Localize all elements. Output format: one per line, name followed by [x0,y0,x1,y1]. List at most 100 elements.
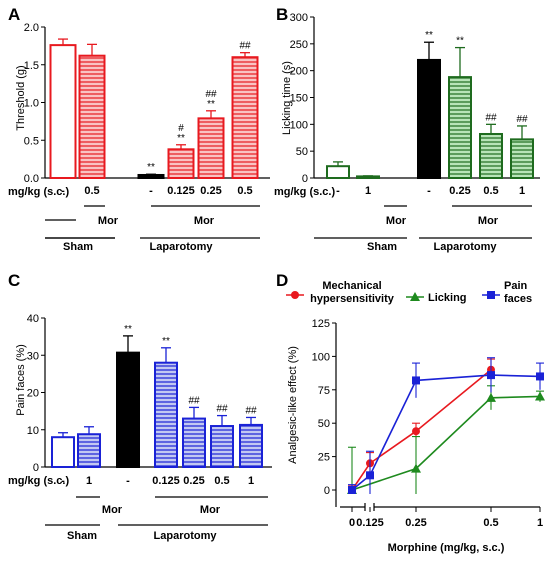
panel-c-dose-tick-label: 0.25 [183,475,204,487]
panel-b-significance-label: ## [485,112,497,123]
panel-c-bar [182,417,206,469]
panel-a-bar [167,148,195,179]
panel-b-dose-tick-label: 1 [519,185,525,197]
panel-d-xtick-label: 0.125 [356,517,384,529]
panel-a-dose-tick-label: 0.5 [237,185,252,197]
panel-b-bar [448,76,472,179]
panel-d-xtick-label: 0 [349,517,355,529]
panel-d-ytick-label: 100 [312,351,330,363]
panel-c-ytick-label: 40 [27,313,39,325]
panel-a-significance-label: ## [239,41,251,52]
panel-b-dose-tick-label: - [336,185,340,197]
panel-a-ytick-label: 1.5 [24,60,39,72]
panel-b-ytick-label: 50 [296,146,308,158]
panel-b-bar [417,58,441,179]
panel-c-mor-short: Mor [102,504,123,516]
panel-c-dose-label: mg/kg (s.c.) [8,475,69,487]
panel-d-ylabel: Analgesic-like effect (%) [287,346,299,464]
panel-a-mor-short: Mor [98,215,119,227]
panel-d-ytick-label: 0 [324,485,330,497]
panel-a-significance-label: # [178,123,184,134]
panel-c-dose-tick-label: 0.5 [214,475,229,487]
panel-b-ytick-label: 250 [290,39,308,51]
panel-b-bar [326,165,350,179]
panel-c-significance-label: ** [124,324,132,335]
panel-c-ytick-label: 20 [27,388,39,400]
panel-d-ytick-label: 25 [318,452,330,464]
panel-a-bar [49,44,77,180]
panel-c-bar [51,436,75,469]
panel-b-dose-tick-label: 1 [365,185,371,197]
panel-b-dose-label: mg/kg (s.c.) [274,186,335,198]
panel-a-laparotomy: Laparotomy [150,241,214,253]
panel-a-significance-label: ** [177,133,185,144]
panel-a-dose-tick-label: - [61,185,65,197]
panel-c-dose-tick-label: - [61,475,65,487]
panel-b-dose-tick-label: 0.25 [449,185,470,197]
legend-label-mech-1: Mechanical [322,280,381,292]
panel-b-mor-short: Mor [386,215,407,227]
panel-d-series-line [351,374,541,491]
panel-a-dose-tick-label: 0.125 [167,185,195,197]
panel-b-ytick-label: 300 [290,12,308,24]
panel-a-dose-tick-label: - [149,185,153,197]
panel-d-point [366,471,374,480]
panel-c-bar [116,351,140,468]
panel-d-xtick-label: 1 [537,517,543,529]
panel-a-ytick-label: 2.0 [24,22,39,34]
panel-b-ytick-label: 100 [290,119,308,131]
panel-letter-a: A [8,5,20,24]
panel-letter-d: D [276,271,288,290]
panel-c-dose-tick-label: - [126,475,130,487]
legend-label-mech-2: hypersensitivity [310,293,395,305]
legend-marker-lick [410,292,420,301]
panel-d-legend: Mechanical hypersensitivity Licking Pain… [286,280,532,305]
panel-d-ytick-label: 50 [318,418,330,430]
panel-b-ylabel: Licking time (s) [281,61,293,135]
chart-marks: 0.00.51.01.52.0- 0.5**-#**0.125##**0.25##… [24,12,545,529]
panel-c-sham: Sham [67,530,97,542]
panel-b-dose-tick-label: - [427,185,431,197]
panel-d-point [411,463,421,473]
panel-c-significance-label: ** [162,336,170,347]
panel-d-point [486,392,496,402]
panel-a-ytick-label: 1.0 [24,98,39,110]
panel-a-bar [231,56,259,180]
panel-d-point [535,391,545,401]
panel-a-significance-label: ** [207,99,215,110]
panel-d-point [412,427,420,436]
legend-marker-pain [487,291,495,299]
panel-d-series-line [351,395,541,491]
panel-c-ytick-label: 30 [27,350,39,362]
panel-b-ytick-label: 150 [290,93,308,105]
panel-b-ytick-label: 0 [302,173,308,185]
panel-a-ytick-label: 0.5 [24,135,39,147]
panel-c-bar [239,423,263,468]
panel-d-ytick-label: 125 [312,318,330,330]
panel-c-bar [210,425,234,468]
panel-c-significance-label: ## [245,405,257,416]
panel-b-laparotomy: Laparotomy [434,241,498,253]
panel-c-ytick-label: 0 [33,462,39,474]
panel-c-bar [77,433,101,468]
legend-label-pain-2: faces [504,293,532,305]
panel-a-ylabel: Threshold (g) [15,65,27,130]
panel-a-mor-long: Mor [194,215,215,227]
panel-a-bar [78,54,106,179]
panel-b-significance-label: ## [516,114,528,125]
panel-a-bar [137,173,165,179]
panel-c-dose-tick-label: 1 [86,475,92,487]
panel-b-ytick-label: 200 [290,66,308,78]
panel-d-point [412,376,420,385]
panel-c-laparotomy: Laparotomy [154,530,218,542]
panel-a-dose-tick-label: 0.25 [200,185,221,197]
panel-b-significance-label: ** [425,30,433,41]
legend-label-lick: Licking [428,292,467,304]
panel-d-ytick-label: 75 [318,385,330,397]
panel-d-series-line [351,369,492,491]
panel-letter-c: C [8,271,20,290]
panel-d-xtick-label: 0.5 [483,517,498,529]
panel-a-sham: Sham [63,241,93,253]
panel-c-dose-tick-label: 0.125 [152,475,180,487]
panel-a-bar [197,117,225,180]
